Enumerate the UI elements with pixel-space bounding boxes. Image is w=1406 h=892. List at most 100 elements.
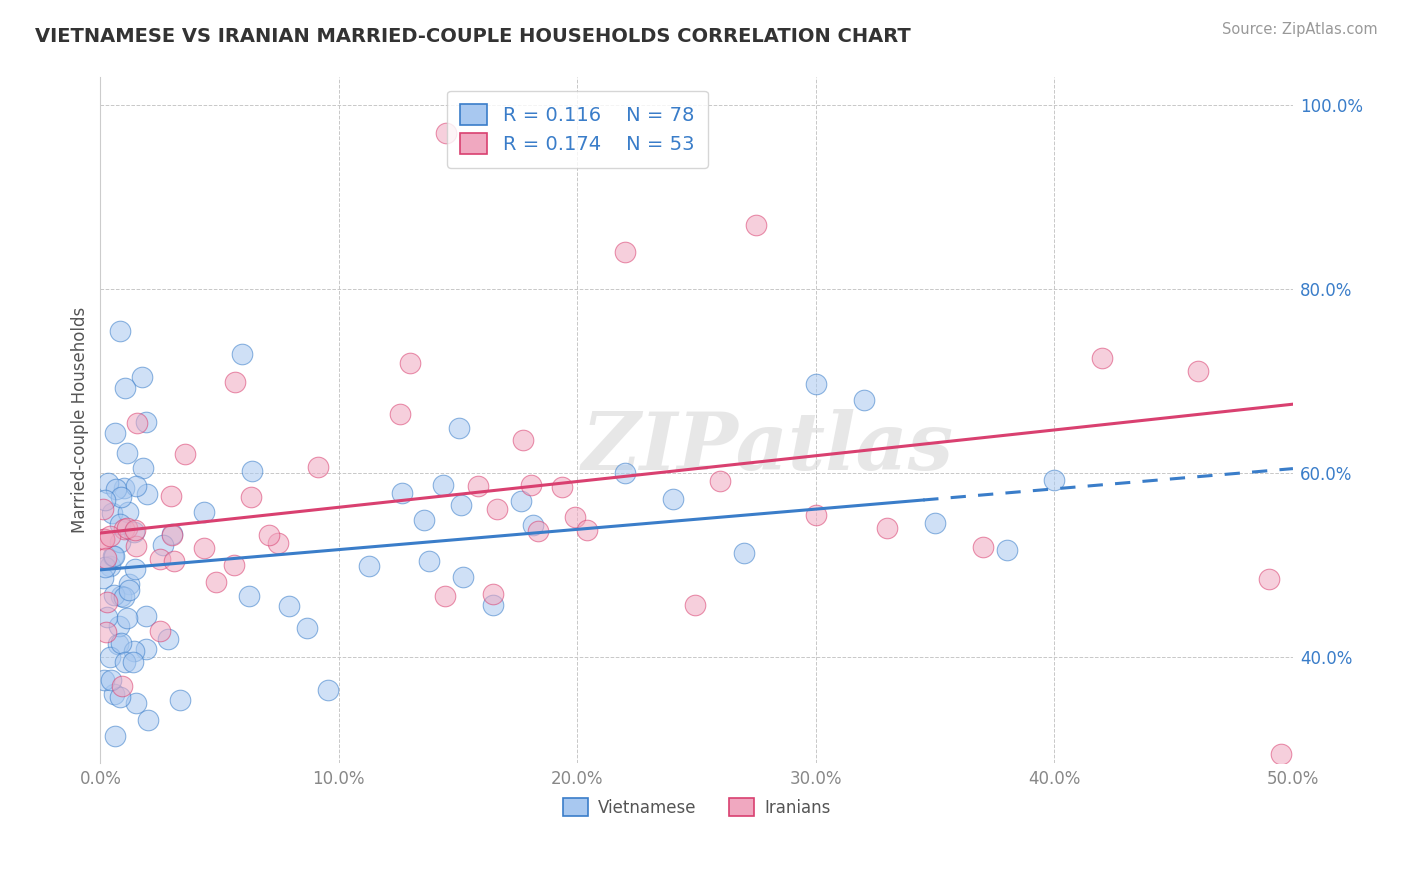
Point <box>614 466 637 480</box>
Point <box>733 546 755 560</box>
Point <box>520 478 543 492</box>
Point <box>204 575 226 590</box>
Point <box>96 625 118 640</box>
Point <box>575 523 598 537</box>
Point <box>110 516 132 531</box>
Point <box>295 621 318 635</box>
Point <box>110 636 132 650</box>
Point <box>449 421 471 435</box>
Point <box>486 502 509 516</box>
Point <box>122 643 145 657</box>
Point <box>94 550 117 565</box>
Point <box>98 529 121 543</box>
Point <box>173 447 195 461</box>
Point <box>125 696 148 710</box>
Point <box>135 609 157 624</box>
Legend: Vietnamese, Iranians: Vietnamese, Iranians <box>555 791 838 823</box>
Point <box>91 571 114 585</box>
Point <box>224 376 246 390</box>
Point <box>117 505 139 519</box>
Point <box>418 553 440 567</box>
Point <box>434 126 457 140</box>
Point <box>307 460 329 475</box>
Point <box>93 532 115 546</box>
Point <box>132 461 155 475</box>
Point <box>125 416 148 430</box>
Point <box>100 673 122 687</box>
Y-axis label: Married-couple Households: Married-couple Households <box>72 307 89 533</box>
Point <box>108 535 131 549</box>
Point <box>876 521 898 535</box>
Point <box>103 549 125 564</box>
Point <box>131 369 153 384</box>
Point <box>93 532 115 546</box>
Point <box>160 489 183 503</box>
Point <box>91 502 114 516</box>
Point <box>1187 364 1209 378</box>
Point <box>1043 473 1066 487</box>
Point <box>413 513 436 527</box>
Point <box>105 482 128 496</box>
Point <box>160 527 183 541</box>
Point <box>112 481 135 495</box>
Point <box>169 692 191 706</box>
Point <box>434 589 457 603</box>
Point <box>267 535 290 549</box>
Point <box>93 560 115 574</box>
Point <box>149 552 172 566</box>
Point <box>117 446 139 460</box>
Point <box>104 729 127 743</box>
Point <box>125 539 148 553</box>
Point <box>238 589 260 603</box>
Point <box>112 522 135 536</box>
Point <box>512 433 534 447</box>
Point <box>157 632 180 646</box>
Point <box>924 516 946 531</box>
Point <box>240 490 263 504</box>
Text: Source: ZipAtlas.com: Source: ZipAtlas.com <box>1222 22 1378 37</box>
Point <box>467 479 489 493</box>
Point <box>257 528 280 542</box>
Point <box>103 588 125 602</box>
Point <box>614 245 637 260</box>
Point <box>117 583 139 598</box>
Point <box>745 218 768 232</box>
Point <box>318 683 340 698</box>
Point <box>453 570 475 584</box>
Point <box>98 558 121 573</box>
Point <box>450 498 472 512</box>
Point <box>278 599 301 613</box>
Point <box>1091 351 1114 365</box>
Point <box>482 587 505 601</box>
Point <box>1258 572 1281 586</box>
Point <box>852 393 875 408</box>
Point <box>135 415 157 429</box>
Point <box>564 510 586 524</box>
Point <box>101 549 124 564</box>
Point <box>432 477 454 491</box>
Point <box>103 687 125 701</box>
Point <box>135 641 157 656</box>
Point <box>104 426 127 441</box>
Point <box>124 523 146 537</box>
Point <box>125 478 148 492</box>
Point <box>389 407 412 421</box>
Point <box>709 474 731 488</box>
Point <box>114 381 136 395</box>
Point <box>93 673 115 688</box>
Point <box>136 713 159 727</box>
Point <box>96 609 118 624</box>
Point <box>683 599 706 613</box>
Point <box>107 637 129 651</box>
Point <box>240 464 263 478</box>
Point <box>111 679 134 693</box>
Point <box>972 540 994 554</box>
Point <box>357 559 380 574</box>
Point <box>110 589 132 603</box>
Point <box>804 377 827 392</box>
Point <box>122 655 145 669</box>
Point <box>149 624 172 639</box>
Point <box>114 655 136 669</box>
Point <box>108 324 131 338</box>
Point <box>662 491 685 506</box>
